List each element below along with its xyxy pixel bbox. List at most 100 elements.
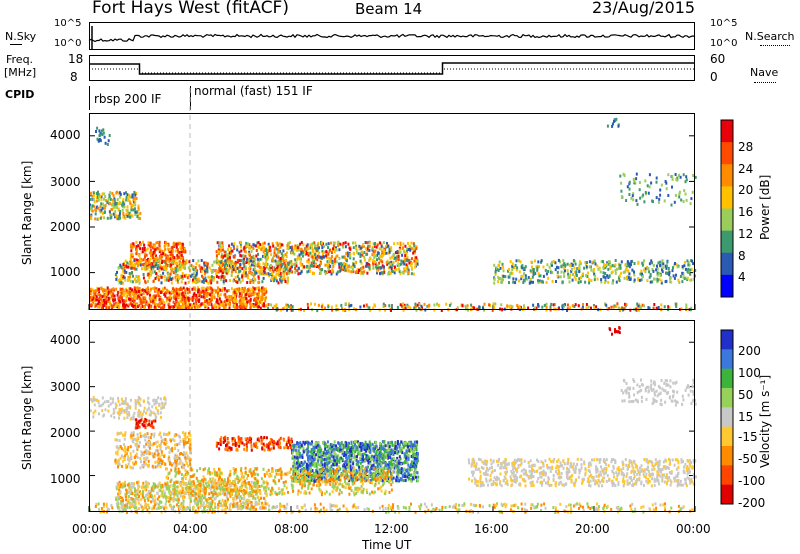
power-echo	[583, 266, 586, 270]
power-echo	[275, 279, 278, 283]
power-echo	[137, 259, 140, 263]
power-echo	[198, 279, 201, 283]
power-echo	[223, 287, 226, 291]
power-echo	[172, 242, 175, 246]
power-echo	[122, 289, 125, 292]
power-echo	[165, 259, 168, 263]
velocity-echo	[186, 435, 189, 439]
velocity-echo	[188, 431, 191, 435]
power-echo	[592, 268, 595, 271]
power-echo	[168, 298, 171, 302]
power-echo	[148, 261, 151, 265]
velocity-echo	[135, 506, 138, 510]
power-echo	[227, 248, 230, 252]
power-echo	[215, 256, 218, 260]
power-echo	[368, 306, 371, 310]
power-echo	[202, 295, 205, 299]
power-echo	[361, 270, 364, 274]
velocity-echo	[132, 482, 135, 486]
power-echo	[331, 255, 333, 258]
power-echo	[209, 293, 212, 297]
power-echo	[250, 271, 252, 275]
power-echo	[195, 293, 198, 297]
velocity-echo	[139, 490, 141, 494]
power-echo	[176, 261, 179, 265]
power-echo	[147, 291, 150, 295]
velocity-echo	[176, 489, 179, 493]
power-echo	[101, 211, 104, 215]
power-echo	[110, 203, 113, 207]
velocity-echo	[234, 494, 237, 498]
velocity-echo	[195, 497, 198, 501]
velocity-echo	[107, 404, 110, 408]
power-echo	[396, 250, 399, 254]
power-echo	[407, 305, 410, 309]
power-echo	[559, 260, 561, 264]
power-echo	[306, 243, 309, 247]
power-echo	[313, 272, 315, 275]
power-echo	[254, 278, 257, 282]
power-echo	[692, 174, 695, 177]
power-echo	[173, 293, 176, 297]
power-echo	[394, 251, 397, 255]
power-echo	[171, 253, 174, 257]
power-echo	[112, 194, 115, 198]
power-echo	[639, 196, 642, 200]
power-echo	[114, 213, 117, 217]
velocity-echo	[160, 450, 163, 454]
velocity-echo	[257, 495, 260, 499]
velocity-echo	[163, 432, 165, 436]
power-echo	[635, 177, 638, 181]
power-echo	[216, 294, 219, 298]
power-echo	[108, 210, 111, 214]
power-echo	[401, 270, 404, 274]
power-echo	[364, 241, 367, 244]
velocity-echo	[143, 445, 146, 449]
power-echo	[685, 303, 688, 307]
power-echo	[106, 216, 109, 220]
power-echo	[641, 303, 644, 307]
power-echo	[383, 268, 386, 272]
power-echo	[117, 297, 120, 300]
velocity-echo	[121, 496, 124, 500]
power-echo	[191, 298, 194, 302]
power-echo	[177, 287, 180, 291]
power-echo	[286, 303, 289, 307]
power-echo	[292, 248, 295, 252]
power-echo	[340, 262, 343, 265]
power-echo	[412, 251, 415, 255]
velocity-echo	[156, 445, 159, 449]
velocity-echo	[175, 498, 178, 502]
power-echo	[296, 246, 299, 250]
velocity-echo	[156, 409, 159, 413]
velocity-echo	[115, 498, 118, 502]
power-echo	[162, 252, 164, 256]
power-echo	[655, 268, 658, 272]
power-echo	[385, 251, 388, 255]
velocity-echo	[152, 497, 154, 501]
power-echo	[381, 264, 384, 268]
power-echo	[129, 262, 132, 265]
power-echo	[685, 178, 688, 182]
power-echo	[607, 260, 610, 264]
power-echo	[320, 241, 323, 245]
velocity-colorbar-swatch	[721, 349, 733, 370]
power-echo	[511, 271, 514, 275]
power-echo	[150, 254, 153, 257]
power-echo	[127, 211, 130, 215]
power-echo	[232, 261, 235, 265]
velocity-echo	[100, 404, 103, 408]
power-echo	[461, 304, 464, 308]
power-echo	[171, 260, 174, 264]
velocity-echo	[256, 502, 259, 506]
power-echo	[349, 252, 352, 256]
power-echo	[628, 278, 631, 281]
power-echo	[687, 267, 690, 271]
power-echo	[547, 269, 550, 273]
power-echo	[93, 200, 96, 204]
power-echo	[545, 272, 548, 276]
power-echo	[124, 216, 127, 220]
power-echo	[282, 276, 285, 280]
power-echo	[300, 241, 303, 244]
power-echo	[410, 266, 413, 270]
